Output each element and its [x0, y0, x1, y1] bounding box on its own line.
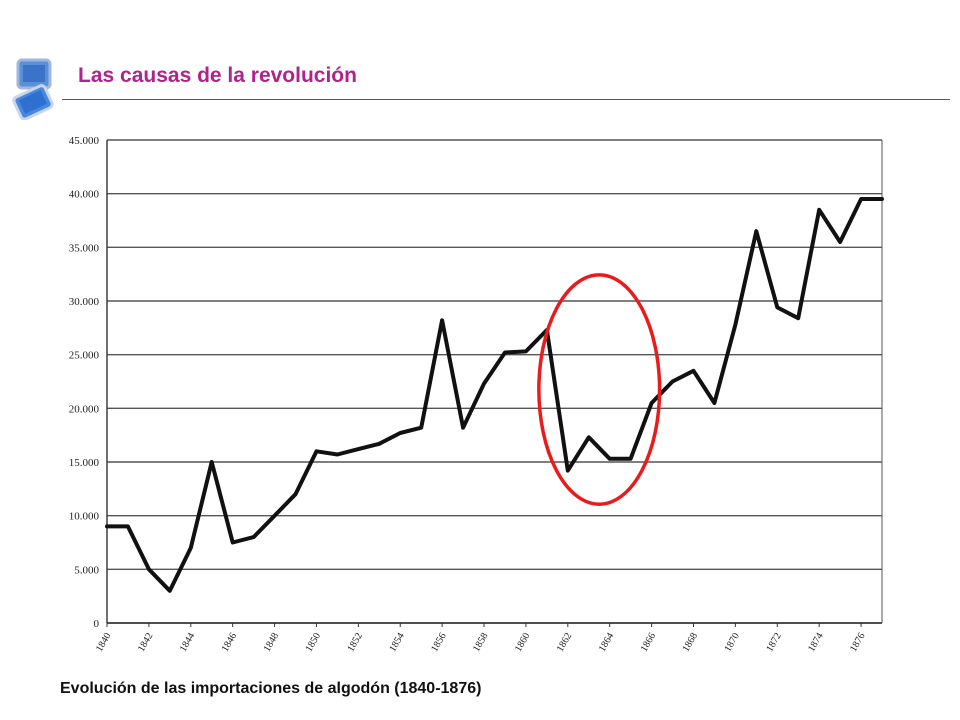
data-point — [169, 590, 171, 592]
x-tick-label: 1860 — [513, 631, 533, 654]
x-tick-label: 1858 — [471, 631, 491, 654]
x-tick-label: 1840 — [94, 631, 114, 654]
chart-caption: Evolución de las importaciones de algodó… — [60, 680, 482, 697]
data-point — [357, 448, 359, 450]
x-tick-label: 1848 — [262, 631, 282, 654]
data-point — [127, 525, 129, 527]
data-point — [692, 370, 694, 372]
data-point — [315, 450, 317, 452]
data-point — [106, 525, 108, 527]
x-tick-label: 1842 — [136, 631, 156, 654]
x-tick-label: 1850 — [304, 631, 324, 654]
y-tick-label: 35.000 — [69, 242, 100, 254]
data-point — [818, 209, 820, 211]
data-point — [253, 536, 255, 538]
x-tick-label: 1874 — [806, 631, 826, 654]
data-point — [504, 352, 506, 354]
axes — [106, 140, 883, 627]
data-point — [672, 381, 674, 382]
y-tick-label: 0 — [94, 618, 100, 630]
y-tick-label: 25.000 — [69, 350, 100, 362]
grid-lines — [107, 139, 882, 624]
x-tick-label: 1866 — [639, 631, 659, 654]
data-point — [609, 458, 611, 460]
series-line — [105, 197, 884, 593]
data-point — [713, 402, 715, 404]
data-point — [839, 241, 841, 243]
x-tick-label: 1864 — [597, 631, 617, 654]
y-tick-label: 45.000 — [69, 135, 100, 147]
data-point — [483, 383, 485, 385]
data-point — [462, 427, 464, 429]
data-point — [274, 515, 276, 517]
data-point — [295, 493, 297, 495]
data-point — [755, 230, 757, 232]
y-tick-label: 10.000 — [69, 511, 100, 523]
y-tick-label: 30.000 — [69, 296, 100, 308]
data-point — [232, 542, 234, 543]
slide-title: Las causas de la revolución — [78, 64, 357, 87]
x-tick-label: 1862 — [555, 631, 575, 654]
highlight-ellipse — [537, 273, 662, 506]
data-point — [734, 324, 736, 326]
y-tick-label: 20.000 — [69, 403, 100, 415]
data-point — [420, 427, 422, 429]
x-tick-label: 1852 — [345, 631, 365, 654]
data-point — [797, 317, 799, 319]
data-point — [336, 453, 338, 455]
data-point — [190, 547, 192, 549]
data-point — [378, 443, 380, 445]
x-tick-label: 1868 — [681, 631, 701, 654]
series-layer — [105, 197, 884, 593]
x-tick-label: 1876 — [848, 631, 868, 654]
annotation-layer — [537, 273, 662, 506]
data-point — [441, 319, 443, 321]
y-tick-label: 40.000 — [69, 189, 100, 201]
data-point — [211, 461, 213, 463]
x-tick-label: 1856 — [429, 631, 449, 654]
data-point — [148, 568, 150, 570]
data-point — [630, 458, 632, 460]
title-divider — [62, 99, 950, 100]
data-point — [651, 402, 653, 404]
x-tick-label: 1870 — [722, 631, 742, 654]
y-tick-label: 15.000 — [69, 457, 100, 469]
data-point — [776, 306, 778, 308]
x-tick-label: 1846 — [220, 631, 240, 654]
x-tick-label: 1872 — [764, 631, 784, 654]
data-point — [881, 198, 883, 200]
data-point — [399, 432, 401, 434]
y-tick-labels: 0 5.000 10.000 15.000 20.000 25.000 30.000 35.0… — [69, 135, 100, 630]
data-point — [567, 470, 569, 472]
x-tick-label: 1854 — [387, 631, 407, 654]
data-point — [860, 198, 862, 200]
y-tick-label: 5.000 — [74, 564, 99, 576]
data-point — [588, 436, 590, 438]
monitor-logo-icon — [12, 58, 54, 120]
x-tick-label: 1844 — [178, 631, 198, 654]
data-point — [525, 350, 527, 352]
x-tick-labels: 1840 1842 1844 1846 1848 1850 1852 1854 1856 1858… — [94, 631, 868, 654]
